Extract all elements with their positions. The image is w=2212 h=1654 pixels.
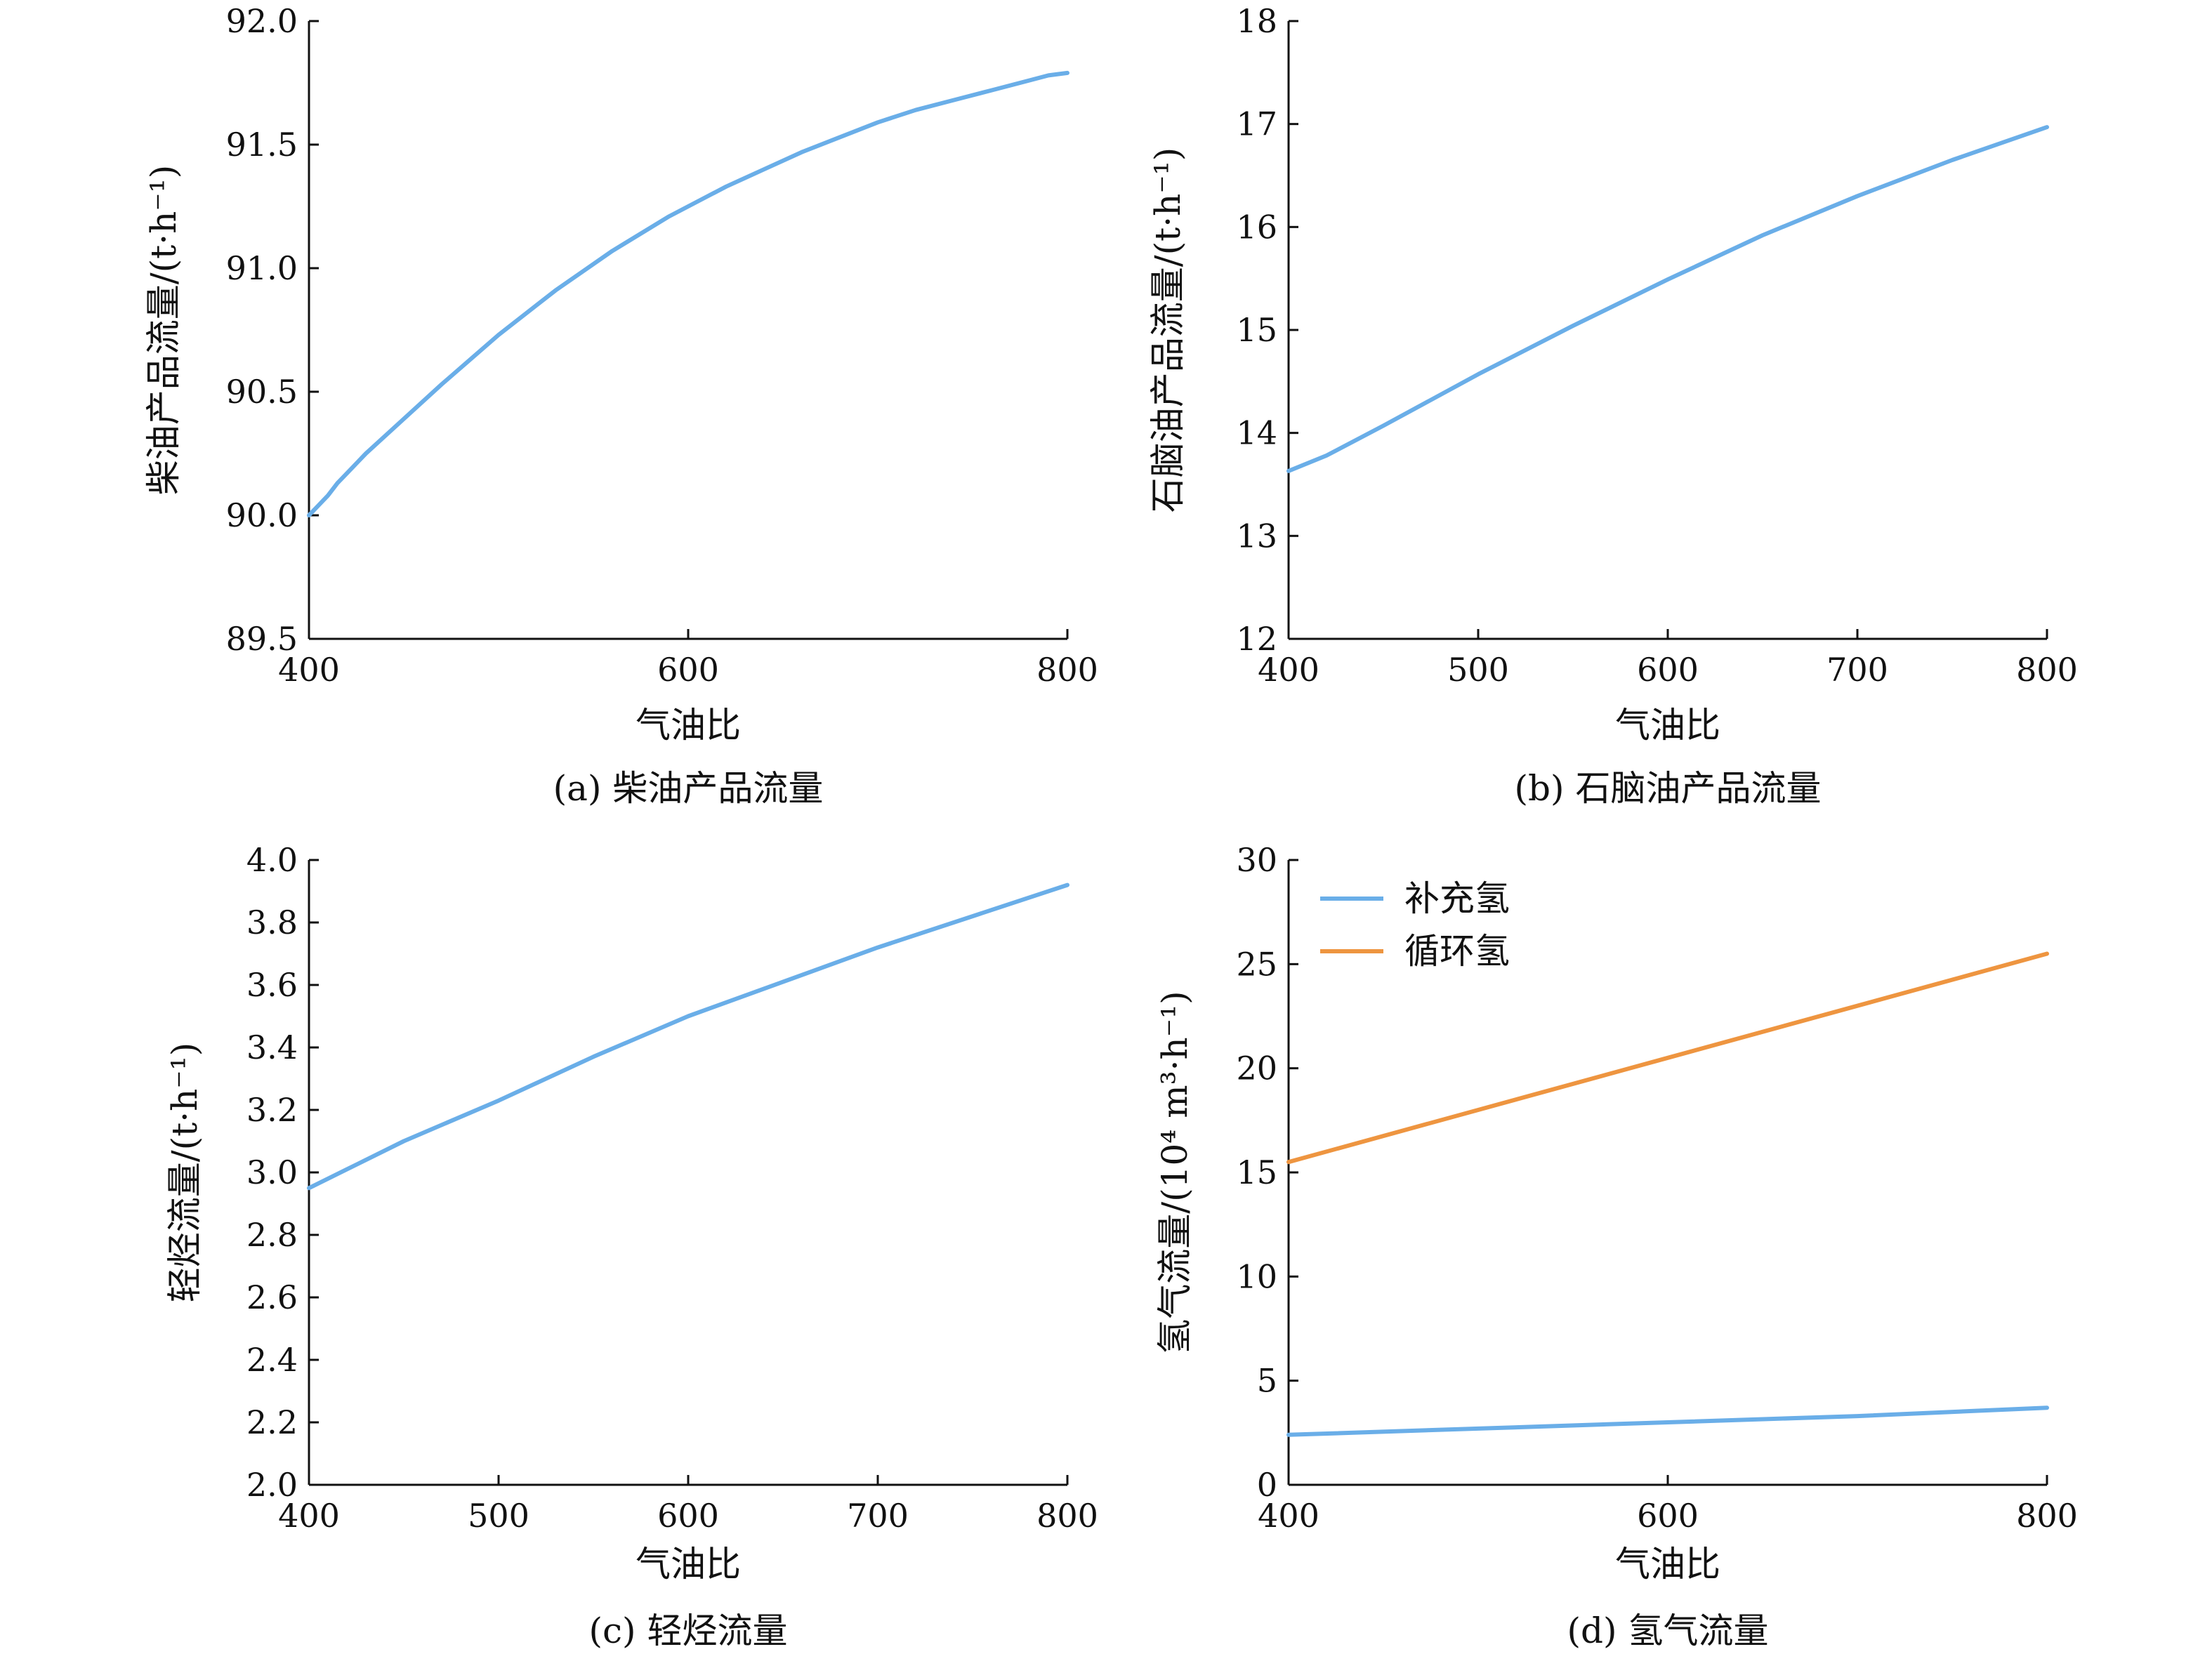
y-tick-label: 4.0 — [246, 841, 298, 879]
y-tick-label: 20 — [1236, 1050, 1277, 1087]
y-tick-label: 91.0 — [226, 249, 298, 287]
x-tick-label: 600 — [1637, 651, 1699, 689]
y-tick-label: 30 — [1236, 841, 1277, 879]
y-tick-label: 16 — [1236, 208, 1277, 246]
panel-caption: (a) 柴油产品流量 — [553, 768, 824, 809]
y-axis-title: 氢气流量/(10⁴ m³·h⁻¹) — [1154, 991, 1195, 1354]
panel-caption: (c) 轻烃流量 — [589, 1610, 788, 1651]
x-tick-label: 700 — [847, 1497, 909, 1535]
y-tick-label: 3.2 — [246, 1091, 298, 1129]
panel-d: 0 5 10 15 20 25 30 400 600 800 气油比 氢气流量/(10⁴ m³·h⁻¹… — [1154, 841, 2078, 1651]
x-axis-title: 气油比 — [1615, 1544, 1720, 1584]
panel-b: 12 13 14 15 16 17 18 400 500 600 700 800 气油比 石脑油产品流量/… — [1147, 2, 2078, 809]
y-tick-label: 3.6 — [246, 966, 298, 1004]
y-tick-label: 12 — [1236, 620, 1277, 658]
y-tick-label: 2.2 — [246, 1403, 298, 1441]
y-tick-label: 2.8 — [246, 1216, 298, 1254]
x-tick-label: 400 — [278, 1497, 340, 1535]
y-tick-label: 5 — [1257, 1362, 1277, 1400]
legend-label: 循环氢 — [1404, 931, 1510, 972]
panel-caption: (b) 石脑油产品流量 — [1515, 768, 1822, 809]
y-tick-label: 2.0 — [246, 1466, 298, 1504]
x-tick-label: 500 — [1447, 651, 1509, 689]
y-tick-label: 17 — [1236, 105, 1277, 143]
y-tick-label: 13 — [1236, 517, 1277, 555]
x-tick-label: 600 — [1637, 1497, 1699, 1535]
y-tick-label: 15 — [1236, 311, 1277, 349]
y-tick-label: 14 — [1236, 414, 1277, 452]
y-axis-title: 柴油产品流量/(t·h⁻¹) — [143, 165, 184, 495]
x-tick-label: 800 — [2016, 651, 2078, 689]
y-tick-label: 2.4 — [246, 1341, 298, 1379]
x-tick-label: 800 — [1036, 651, 1098, 689]
y-tick-label: 91.5 — [226, 126, 298, 164]
x-tick-label: 600 — [657, 651, 719, 689]
series-line — [1286, 125, 2049, 473]
x-tick-label: 400 — [1258, 1497, 1319, 1535]
legend-label: 补充氢 — [1404, 878, 1510, 919]
x-tick-label: 700 — [1826, 651, 1888, 689]
y-tick-label: 3.0 — [246, 1153, 298, 1191]
series-line — [1286, 951, 2049, 1165]
y-tick-label: 3.4 — [246, 1028, 298, 1066]
panel-a: 89.5 90.0 90.5 91.0 91.5 92.0 400 600 800 气油比 柴油产品… — [143, 2, 1098, 809]
x-axis-title: 气油比 — [636, 705, 741, 746]
y-tick-label: 89.5 — [226, 620, 298, 658]
y-tick-label: 15 — [1236, 1153, 1277, 1191]
y-axis-title: 石脑油产品流量/(t·h⁻¹) — [1147, 147, 1188, 512]
y-tick-label: 0 — [1257, 1466, 1277, 1504]
y-tick-label: 25 — [1236, 945, 1277, 983]
y-tick-label: 3.8 — [246, 904, 298, 941]
x-tick-label: 500 — [468, 1497, 529, 1535]
y-tick-label: 18 — [1236, 2, 1277, 40]
panel-caption: (d) 氢气流量 — [1567, 1610, 1769, 1651]
x-tick-label: 400 — [1258, 651, 1319, 689]
x-tick-label: 400 — [278, 651, 340, 689]
x-axis-title: 气油比 — [636, 1544, 741, 1584]
y-tick-label: 90.0 — [226, 496, 298, 534]
y-axis-title: 轻烃流量/(t·h⁻¹) — [164, 1043, 205, 1302]
series-line — [307, 70, 1069, 517]
series-line — [307, 882, 1069, 1191]
x-tick-label: 800 — [1036, 1497, 1098, 1535]
panel-c: 2.0 2.2 2.4 2.6 2.8 3.0 3.2 3.4 3.6 3.8 4.0 400 500 6… — [164, 841, 1098, 1651]
x-tick-label: 800 — [2016, 1497, 2078, 1535]
series-line — [1286, 1405, 2049, 1437]
x-tick-label: 600 — [657, 1497, 719, 1535]
y-tick-label: 10 — [1236, 1257, 1277, 1295]
y-tick-label: 2.6 — [246, 1278, 298, 1316]
y-tick-label: 90.5 — [226, 373, 298, 411]
x-axis-title: 气油比 — [1615, 705, 1720, 746]
y-tick-label: 92.0 — [226, 2, 298, 40]
